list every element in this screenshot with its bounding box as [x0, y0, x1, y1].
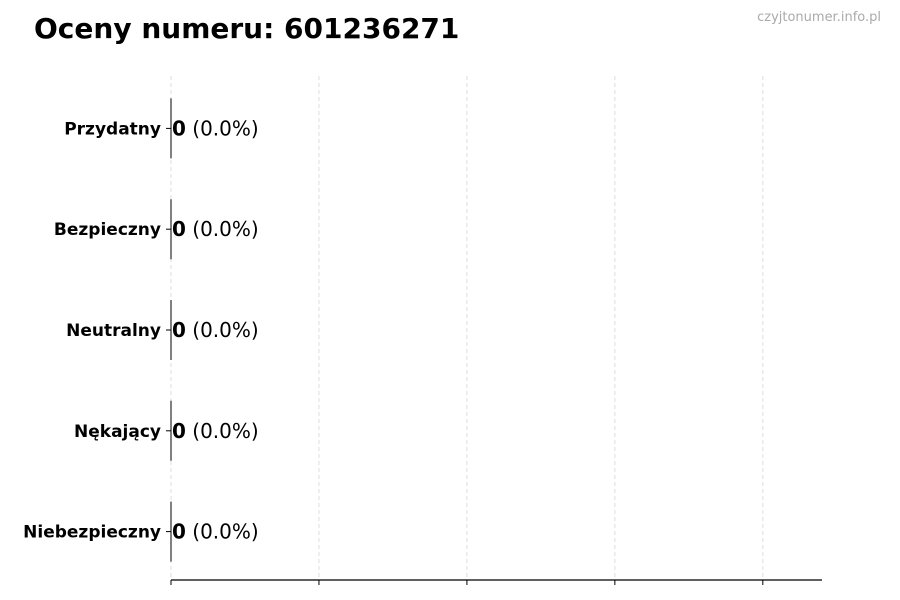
chart-title: Oceny numeru: 601236271	[34, 12, 460, 45]
category-label: Neutralny	[66, 321, 161, 341]
data-label: 0 (0.0%)	[172, 520, 259, 544]
category-label: Nękający	[74, 422, 161, 442]
data-label: 0 (0.0%)	[172, 217, 259, 241]
category-label: Przydatny	[64, 119, 161, 139]
data-label: 0 (0.0%)	[172, 419, 259, 443]
percent-label: (0.0%)	[186, 318, 259, 342]
count-label: 0	[172, 116, 186, 140]
category-label: Niebezpieczny	[23, 523, 161, 543]
percent-label: (0.0%)	[186, 419, 259, 443]
count-label: 0	[172, 520, 186, 544]
count-label: 0	[172, 419, 186, 443]
percent-label: (0.0%)	[186, 217, 259, 241]
count-label: 0	[172, 217, 186, 241]
percent-label: (0.0%)	[186, 520, 259, 544]
watermark: czyjtonumer.info.pl	[757, 10, 881, 25]
count-label: 0	[172, 318, 186, 342]
percent-label: (0.0%)	[186, 116, 259, 140]
data-label: 0 (0.0%)	[172, 116, 259, 140]
data-label: 0 (0.0%)	[172, 318, 259, 342]
category-label: Bezpieczny	[54, 220, 161, 240]
